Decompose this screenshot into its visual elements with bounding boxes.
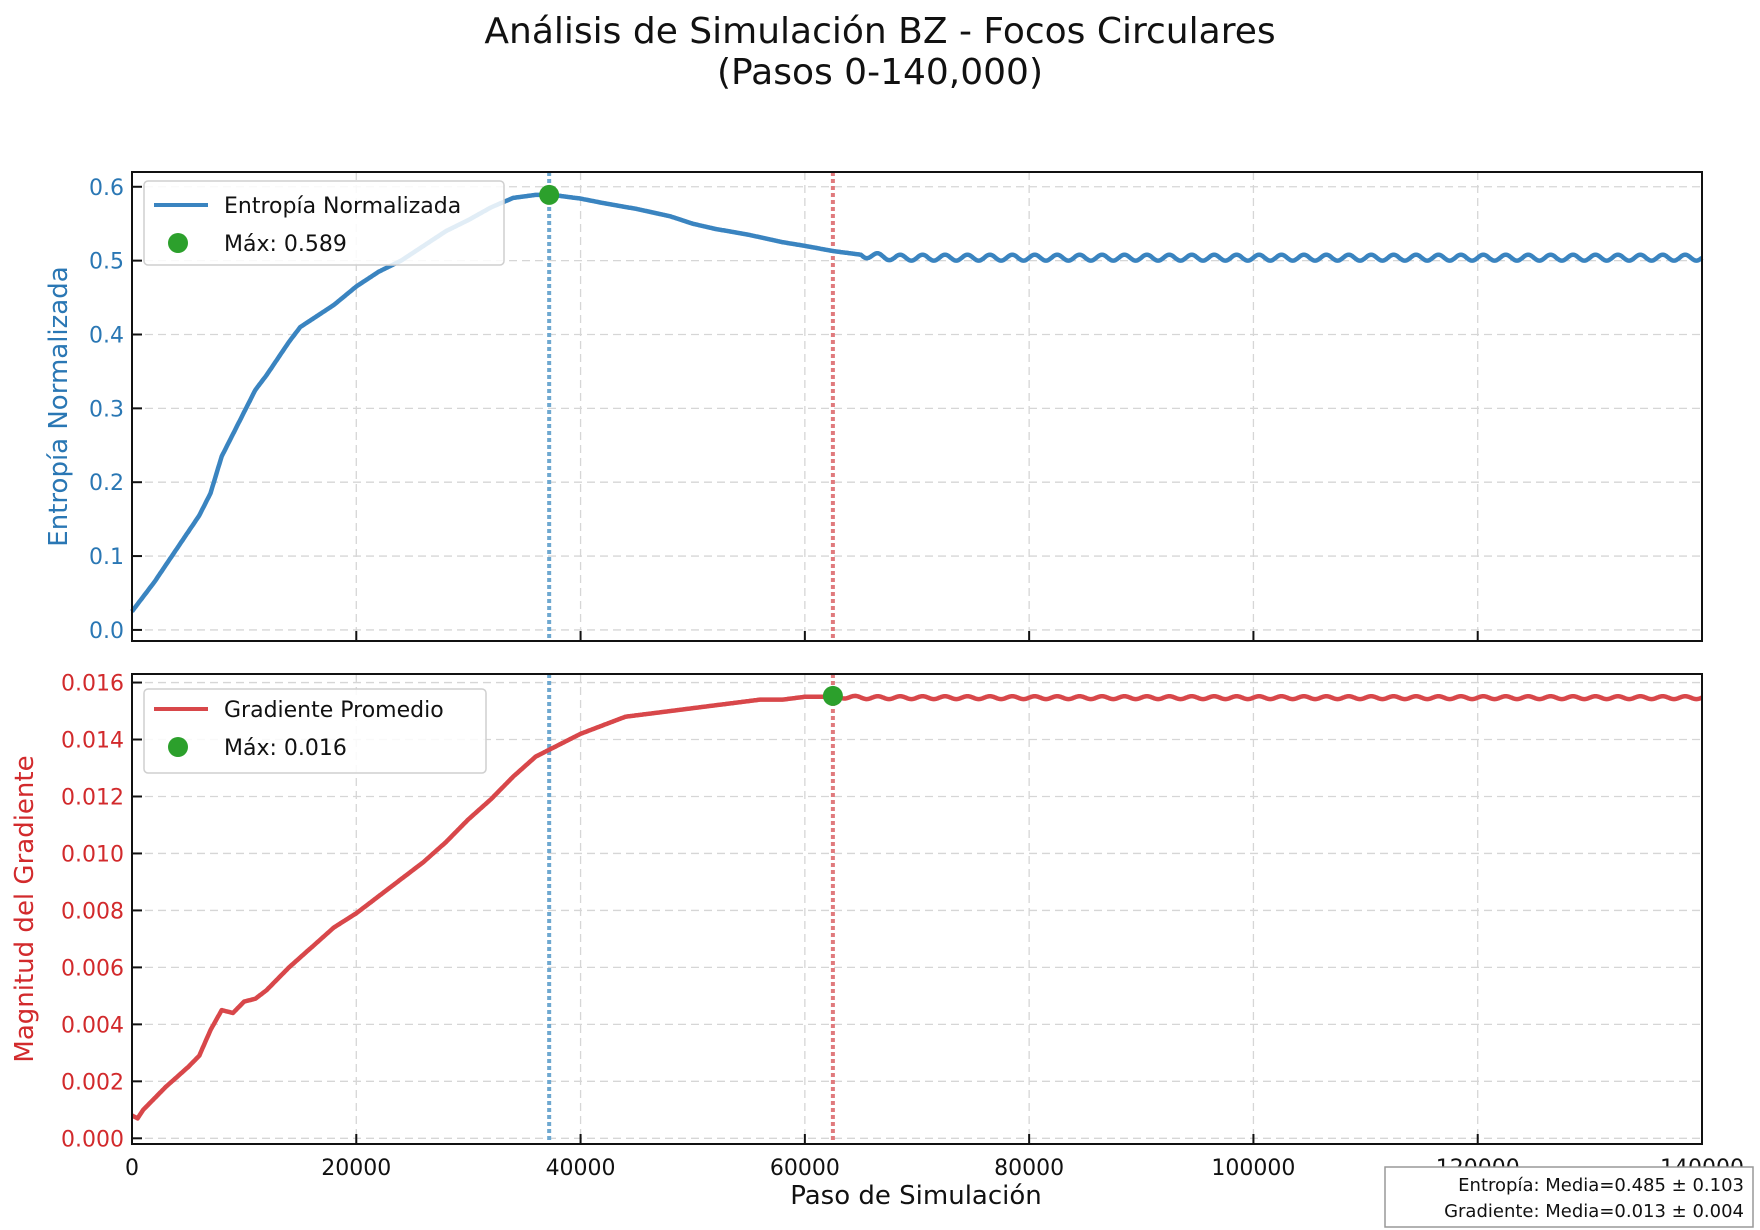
gradient-ytick-label: 0.008: [61, 899, 124, 924]
gradient-series-line: [130, 693, 1704, 1121]
gradient-xtick-label: 20000: [321, 1156, 391, 1181]
gradient-xtick-label: 60000: [770, 1156, 840, 1181]
gradient-y-axis-label: Magnitud del Gradiente: [10, 755, 40, 1062]
entropy-ytick-label: 0.2: [89, 471, 124, 496]
gradient-ytick-label: 0.000: [61, 1127, 124, 1152]
gradient-ytick-label: 0.004: [61, 1013, 124, 1038]
gradient-series: [130, 693, 1704, 1121]
gradient-max-point: [822, 685, 843, 706]
gradient-legend-label: Gradiente Promedio: [224, 698, 444, 723]
gradient-ytick-label: 0.010: [61, 842, 124, 867]
entropy-legend: Entropía Normalizada Máx: 0.589: [143, 180, 505, 266]
entropy-panel: 0.0 0.1 0.2 0.3 0.4 0.5 0.6 Entropía Normaliza…: [44, 171, 1704, 644]
entropy-axes-frame: [131, 171, 1703, 642]
stats-gradient-line: Gradiente: Media=0.013 ± 0.004: [1444, 1201, 1744, 1222]
stats-entropy-line: Entropía: Media=0.485 ± 0.103: [1458, 1175, 1744, 1196]
entropy-ytick-label: 0.0: [89, 619, 124, 644]
gradient-y-ticks: 0.000 0.002 0.004 0.006 0.008 0.010 0.012 0.014…: [61, 672, 142, 1152]
entropy-legend-label: Entropía Normalizada: [224, 194, 461, 219]
entropy-ytick-label: 0.4: [89, 323, 124, 348]
gradient-xtick-label: 40000: [546, 1156, 616, 1181]
entropy-y-axis-label: Entropía Normalizada: [44, 266, 74, 546]
gradient-ytick-label: 0.014: [61, 729, 124, 754]
gradient-grid: [131, 674, 1703, 1144]
entropy-ytick-label: 0.5: [89, 250, 124, 275]
chart-title-line1: Análisis de Simulación BZ - Focos Circul…: [484, 11, 1275, 52]
entropy-legend-max-dot: [168, 233, 188, 253]
gradient-legend-max-dot: [168, 737, 188, 757]
gradient-vlines: [547, 674, 835, 1144]
entropy-legend-max-label: Máx: 0.589: [224, 232, 347, 257]
gradient-legend-box: [143, 688, 487, 774]
gradient-ytick-label: 0.012: [61, 785, 124, 810]
gradient-ytick-label: 0.006: [61, 956, 124, 981]
gradient-legend: Gradiente Promedio Máx: 0.016: [143, 688, 487, 774]
entropy-grid: [131, 172, 1703, 641]
stats-box-frame: [1384, 1166, 1754, 1228]
gradient-xtick-label: 80000: [994, 1156, 1064, 1181]
entropy-x-tickmarks: [131, 631, 1703, 641]
entropy-max-point: [539, 184, 560, 205]
stats-box: Entropía: Media=0.485 ± 0.103 Gradiente:…: [1384, 1166, 1754, 1228]
entropy-ytick-label: 0.6: [89, 176, 124, 201]
entropy-legend-box: [143, 180, 505, 266]
gradient-xtick-label: 0: [125, 1156, 139, 1181]
gradient-legend-max-label: Máx: 0.016: [224, 736, 347, 761]
chart-title-line2: (Pasos 0-140,000): [717, 52, 1043, 93]
gradient-ytick-label: 0.016: [61, 672, 124, 697]
entropy-max-marker: [539, 184, 560, 205]
x-axis-label: Paso de Simulación: [790, 1181, 1042, 1211]
entropy-ytick-label: 0.3: [89, 397, 124, 422]
gradient-axes-frame: [131, 673, 1703, 1145]
gradient-ytick-label: 0.002: [61, 1070, 124, 1095]
gradient-panel: 0.000 0.002 0.004 0.006 0.008 0.010 0.012 0.014…: [10, 672, 1744, 1211]
entropy-y-ticks: 0.0 0.1 0.2 0.3 0.4 0.5 0.6: [89, 176, 142, 644]
entropy-ytick-label: 0.1: [89, 545, 124, 570]
gradient-xtick-label: 100000: [1211, 1156, 1295, 1181]
gradient-max-marker: [822, 685, 843, 706]
